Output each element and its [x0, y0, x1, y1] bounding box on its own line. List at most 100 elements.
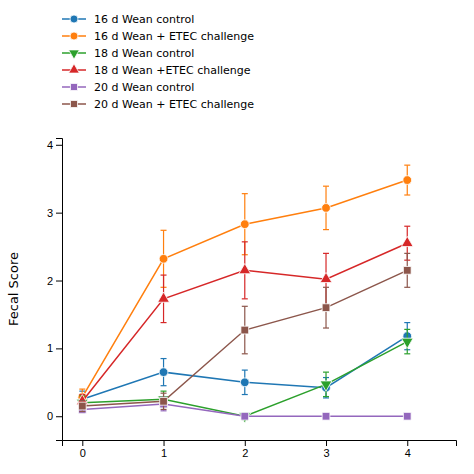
legend-item: 20 d Wean control: [62, 81, 194, 94]
point: [160, 397, 168, 405]
error-cap: [161, 230, 167, 231]
point: [403, 412, 411, 420]
tick-label: 1: [161, 447, 167, 459]
tick-mark: [164, 440, 165, 446]
legend-swatch-marker: [70, 83, 77, 90]
error-cap: [323, 396, 329, 397]
axis-line: [63, 441, 457, 447]
error-cap: [161, 274, 167, 275]
tick-mark: [245, 440, 246, 446]
point: [401, 338, 413, 348]
error-bar: [242, 306, 248, 354]
x-axis: 0 1 2 3 4: [63, 440, 457, 459]
tick: 3: [323, 440, 329, 459]
legend-swatch-marker: [69, 64, 80, 73]
marks: [76, 165, 413, 423]
error-bar: [79, 401, 85, 412]
point: [320, 272, 332, 282]
tick-mark: [56, 145, 62, 146]
y-axis: 01234: [47, 139, 63, 441]
error-cap: [242, 369, 248, 370]
point: [158, 396, 170, 406]
point: [403, 266, 411, 274]
error-cap: [323, 287, 329, 288]
tick: 1: [161, 440, 167, 459]
error-cap: [161, 358, 167, 359]
legend-label: 20 d Wean control: [94, 81, 194, 94]
line: [82, 180, 407, 397]
tick-label: 3: [323, 447, 329, 459]
point: [401, 236, 413, 246]
series: [78, 165, 412, 405]
tick-label: 0: [80, 447, 86, 459]
error-bar: [161, 393, 167, 409]
error-cap: [79, 400, 85, 401]
tick: 0: [47, 410, 62, 422]
error-cap: [161, 322, 167, 323]
error-bar: [323, 287, 329, 328]
error-cap: [404, 322, 410, 323]
error-cap: [404, 165, 410, 166]
error-cap: [323, 229, 329, 230]
error-cap: [323, 327, 329, 328]
point: [76, 399, 88, 409]
legend-label: 16 d Wean control: [94, 13, 194, 26]
error-cap: [161, 393, 167, 394]
legend-swatch-marker: [70, 100, 77, 107]
error-cap: [323, 253, 329, 254]
error-cap: [323, 186, 329, 187]
tick-mark: [82, 440, 83, 446]
tick-label: 4: [405, 447, 411, 459]
error-cap: [404, 194, 410, 195]
tick-label: 4: [47, 139, 53, 151]
tick-mark: [56, 213, 62, 214]
error-cap: [242, 241, 248, 242]
legend-label: 16 d Wean + ETEC challenge: [94, 30, 254, 43]
error-bar: [242, 413, 248, 420]
legend-swatch-marker: [70, 15, 78, 23]
point: [320, 381, 332, 391]
line: [82, 243, 407, 401]
error-cap: [242, 306, 248, 307]
tick-mark: [56, 281, 62, 282]
chart: 0123401234Fecal Score16 d Wean control16…: [0, 0, 474, 474]
legend-item: 16 d Wean + ETEC challenge: [62, 30, 254, 43]
tick-label: 0: [47, 410, 53, 422]
y-axis-title: Fecal Score: [6, 252, 21, 326]
plot: 0123401234: [47, 139, 457, 459]
point: [240, 220, 249, 229]
tick: 2: [242, 440, 248, 459]
point: [239, 264, 251, 274]
point: [159, 254, 168, 263]
tick-mark: [326, 440, 327, 446]
axis-line: [56, 139, 63, 441]
point: [240, 378, 249, 387]
point: [239, 413, 251, 423]
error-cap: [404, 287, 410, 288]
point: [322, 304, 330, 312]
point: [322, 412, 330, 420]
legend-item: 18 d Wean +ETEC challenge: [62, 64, 251, 77]
legend-label: 18 d Wean +ETEC challenge: [94, 64, 251, 77]
error-cap: [242, 193, 248, 194]
tick-mark: [407, 440, 408, 446]
tick: 3: [47, 207, 62, 219]
error-cap: [161, 410, 167, 411]
legend-item: 20 d Wean + ETEC challenge: [62, 98, 254, 111]
error-bar: [404, 253, 410, 287]
error-cap: [404, 226, 410, 227]
point: [159, 368, 168, 377]
error-cap: [323, 397, 329, 398]
error-cap: [161, 409, 167, 410]
point: [78, 402, 86, 410]
point: [403, 176, 412, 185]
tick: 1: [47, 342, 62, 354]
point: [241, 412, 249, 420]
tick-mark: [56, 416, 62, 417]
error-cap: [242, 298, 248, 299]
tick-label: 1: [47, 342, 53, 354]
series: [78, 253, 411, 411]
tick-label: 3: [47, 207, 53, 219]
point: [158, 292, 170, 302]
error-cap: [404, 253, 410, 254]
